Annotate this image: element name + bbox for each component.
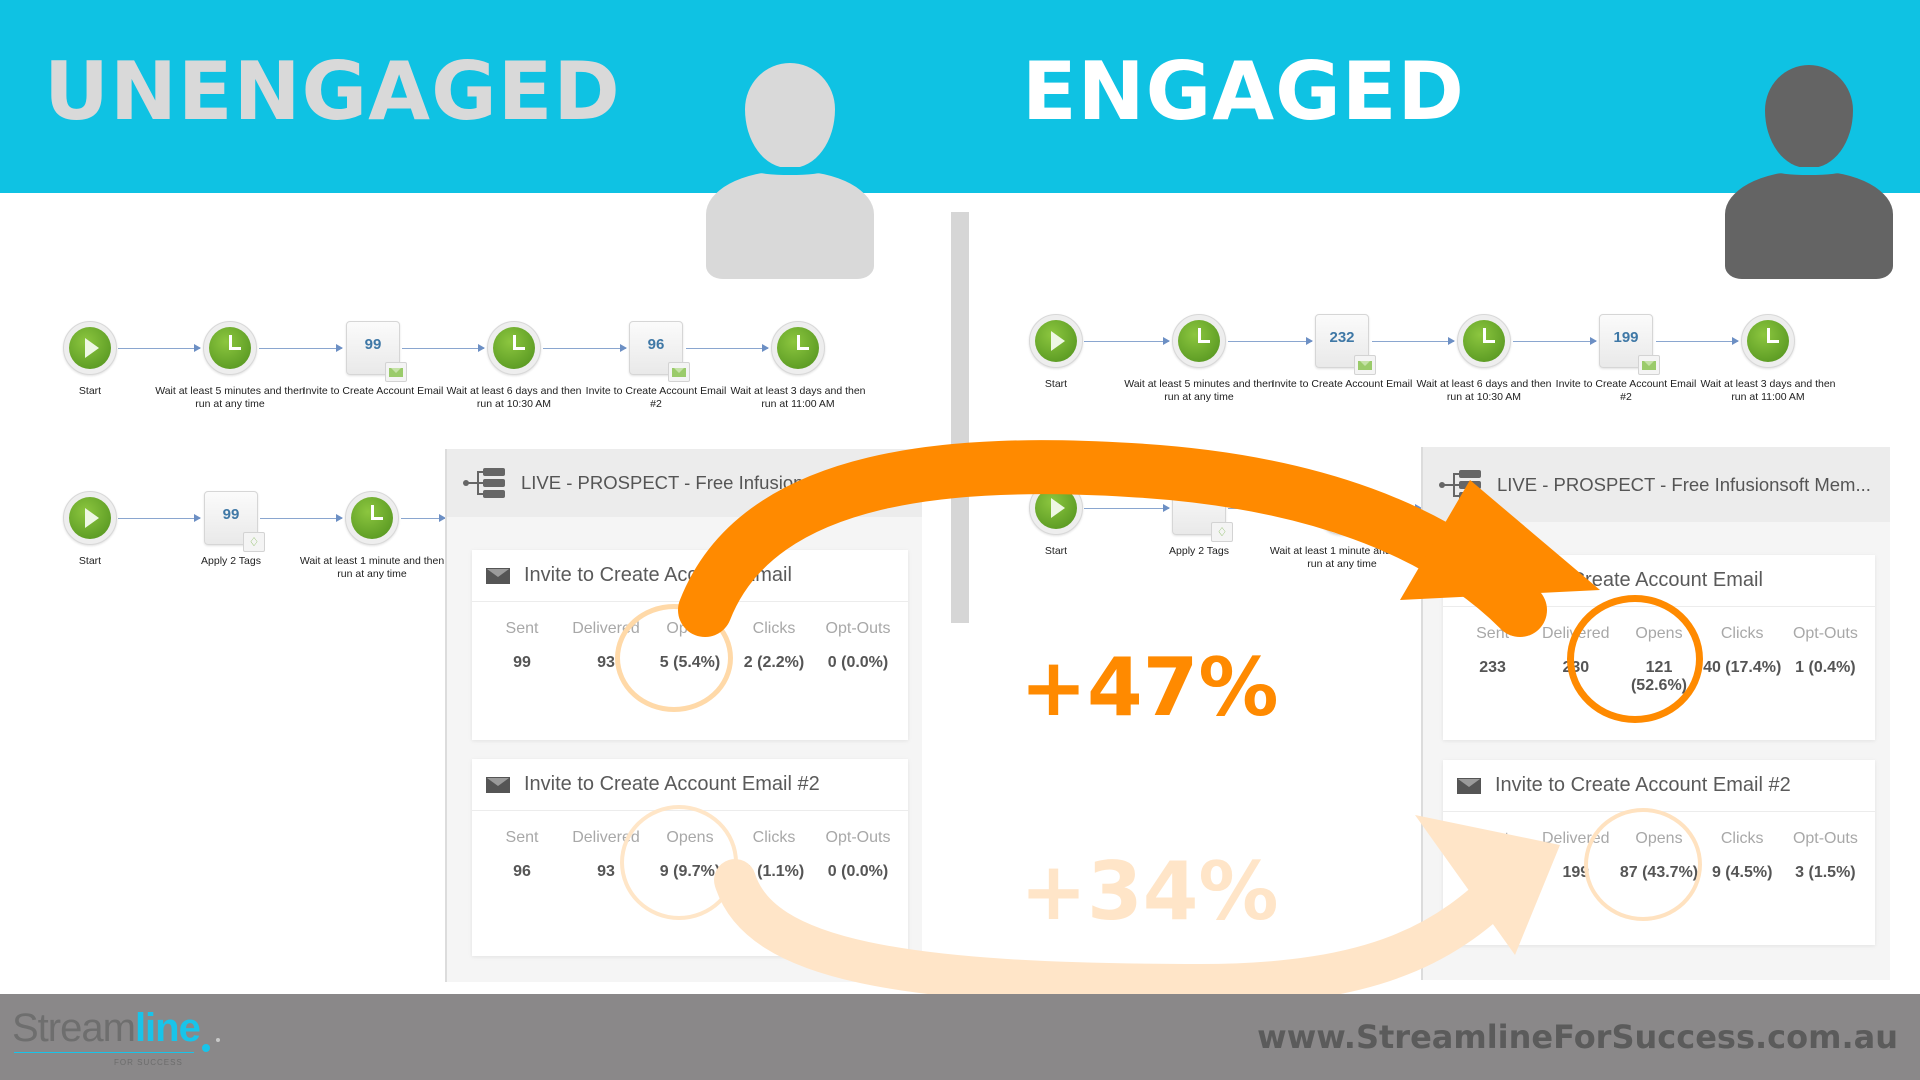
card-title: Invite to Create Account Email (524, 564, 792, 586)
envelope-icon (1638, 355, 1660, 375)
stat-clicks: 2 (2.2%) (743, 654, 805, 671)
stat-clicks: 40 (17.4%) (1703, 659, 1782, 676)
section-divider (951, 212, 969, 623)
clock-icon (771, 321, 825, 375)
flow-node-email[interactable]: 99 Invite to Create Account Email (298, 321, 448, 398)
flow-node-email[interactable]: 232 Invite to Create Account Email (1267, 314, 1417, 391)
stat-optouts: 0 (0.0%) (827, 654, 889, 671)
clock-icon (203, 321, 257, 375)
envelope-icon (1354, 355, 1376, 375)
right-opens-highlight-1 (1567, 595, 1703, 723)
flow-node-timer[interactable]: Wait at least 1 minute and then run at a… (297, 491, 447, 581)
stat-optouts: 1 (0.4%) (1795, 659, 1856, 676)
clock-icon (1315, 481, 1369, 535)
clock-icon (487, 321, 541, 375)
stat-sent: 199 (1479, 864, 1506, 881)
card-title: Invite to Create Account Email #2 (1495, 774, 1791, 796)
stat-sent: 233 (1479, 659, 1506, 676)
stat-optouts: 3 (1.5%) (1795, 864, 1856, 881)
campaign-tree-icon (463, 465, 507, 501)
stat-delivered: 93 (597, 863, 615, 880)
email-count: 232 (1329, 329, 1355, 346)
streamline-logo[interactable]: Streamline FOR SUCCESS (12, 1008, 220, 1070)
right-opens-highlight-2 (1584, 808, 1702, 921)
flow-node-tag[interactable]: ♢ Apply 2 Tags (1124, 481, 1274, 558)
stat-sent: 99 (513, 654, 531, 671)
start-play-icon (63, 321, 117, 375)
envelope-icon (1457, 777, 1481, 794)
flow-node-timer[interactable]: Wait at least 5 minutes and then run at … (1124, 314, 1274, 404)
tag-icon: ♢ (1211, 522, 1233, 542)
clock-icon (1172, 314, 1226, 368)
campaign-tree-icon (1439, 467, 1483, 503)
card-title: Invite to Create Account Email (1495, 569, 1763, 591)
flow-node-email[interactable]: 96 Invite to Create Account Email #2 (581, 321, 731, 411)
flow-node-timer[interactable]: Wait at least 5 minutes and then run at … (155, 321, 305, 411)
increase-email-2: +34% (1020, 845, 1279, 938)
stat-delivered: 199 (1562, 864, 1590, 881)
panel-header: LIVE - PROSPECT - Free Infusionsoft Mem.… (1423, 447, 1890, 522)
flow-node-timer[interactable]: Wait at least 1 minute and then run at a… (1267, 481, 1417, 571)
stat-sent: 96 (513, 863, 531, 880)
envelope-icon (486, 776, 510, 793)
flow-node-start[interactable]: Start (15, 321, 165, 398)
increase-email-1: +47% (1020, 641, 1279, 734)
flow-node-email[interactable]: 199 Invite to Create Account Email #2 (1551, 314, 1701, 404)
flow-node-timer[interactable]: Wait at least 6 days and then run at 10:… (1409, 314, 1559, 404)
unengaged-user-icon (706, 63, 874, 279)
stat-clicks: 1 (1.1%) (743, 863, 805, 880)
header-band (0, 0, 1920, 193)
start-play-icon (63, 491, 117, 545)
website-url[interactable]: www.StreamlineForSuccess.com.au (1257, 1018, 1898, 1056)
campaign-title: LIVE - PROSPECT - Free Infusionsoft Mem (521, 472, 880, 493)
email-count: 99 (364, 336, 382, 353)
clock-icon (345, 491, 399, 545)
panel-header: LIVE - PROSPECT - Free Infusionsoft Mem (447, 449, 922, 517)
logo-tagline: FOR SUCCESS (114, 1058, 183, 1067)
email-count: 199 (1613, 329, 1639, 346)
campaign-title: LIVE - PROSPECT - Free Infusionsoft Mem.… (1497, 473, 1871, 495)
envelope-icon (385, 362, 407, 382)
engaged-title: ENGAGED (1022, 45, 1465, 138)
flow-node-start[interactable]: Start (15, 491, 165, 568)
clock-icon (1457, 314, 1511, 368)
start-play-icon (1029, 481, 1083, 535)
tag-count: 99 (222, 506, 240, 523)
engaged-user-icon (1725, 65, 1893, 279)
email-count: 96 (647, 336, 665, 353)
unengaged-title: UNENGAGED (44, 45, 621, 138)
envelope-icon (486, 567, 510, 584)
envelope-icon (1457, 572, 1481, 589)
clock-icon (1741, 314, 1795, 368)
tag-icon: ♢ (243, 532, 265, 552)
left-opens-highlight-1 (615, 604, 733, 712)
flow-node-start[interactable]: Start (981, 481, 1131, 558)
start-play-icon (1029, 314, 1083, 368)
flow-node-start[interactable]: Start (981, 314, 1131, 391)
footer: Streamline FOR SUCCESS www.StreamlineFor… (0, 994, 1920, 1080)
flow-node-timer[interactable]: Wait at least 3 days and then run at 11:… (1693, 314, 1843, 404)
flow-node-timer[interactable]: Wait at least 3 days and then run at 11:… (723, 321, 873, 411)
left-opens-highlight-2 (620, 805, 738, 920)
stat-clicks: 9 (4.5%) (1711, 864, 1773, 881)
flow-node-timer[interactable]: Wait at least 6 days and then run at 10:… (439, 321, 589, 411)
flow-node-tag[interactable]: 99 ♢ Apply 2 Tags (156, 491, 306, 568)
stat-optouts: 0 (0.0%) (827, 863, 889, 880)
card-title: Invite to Create Account Email #2 (524, 773, 820, 795)
stat-delivered: 93 (597, 654, 615, 671)
envelope-icon (668, 362, 690, 382)
